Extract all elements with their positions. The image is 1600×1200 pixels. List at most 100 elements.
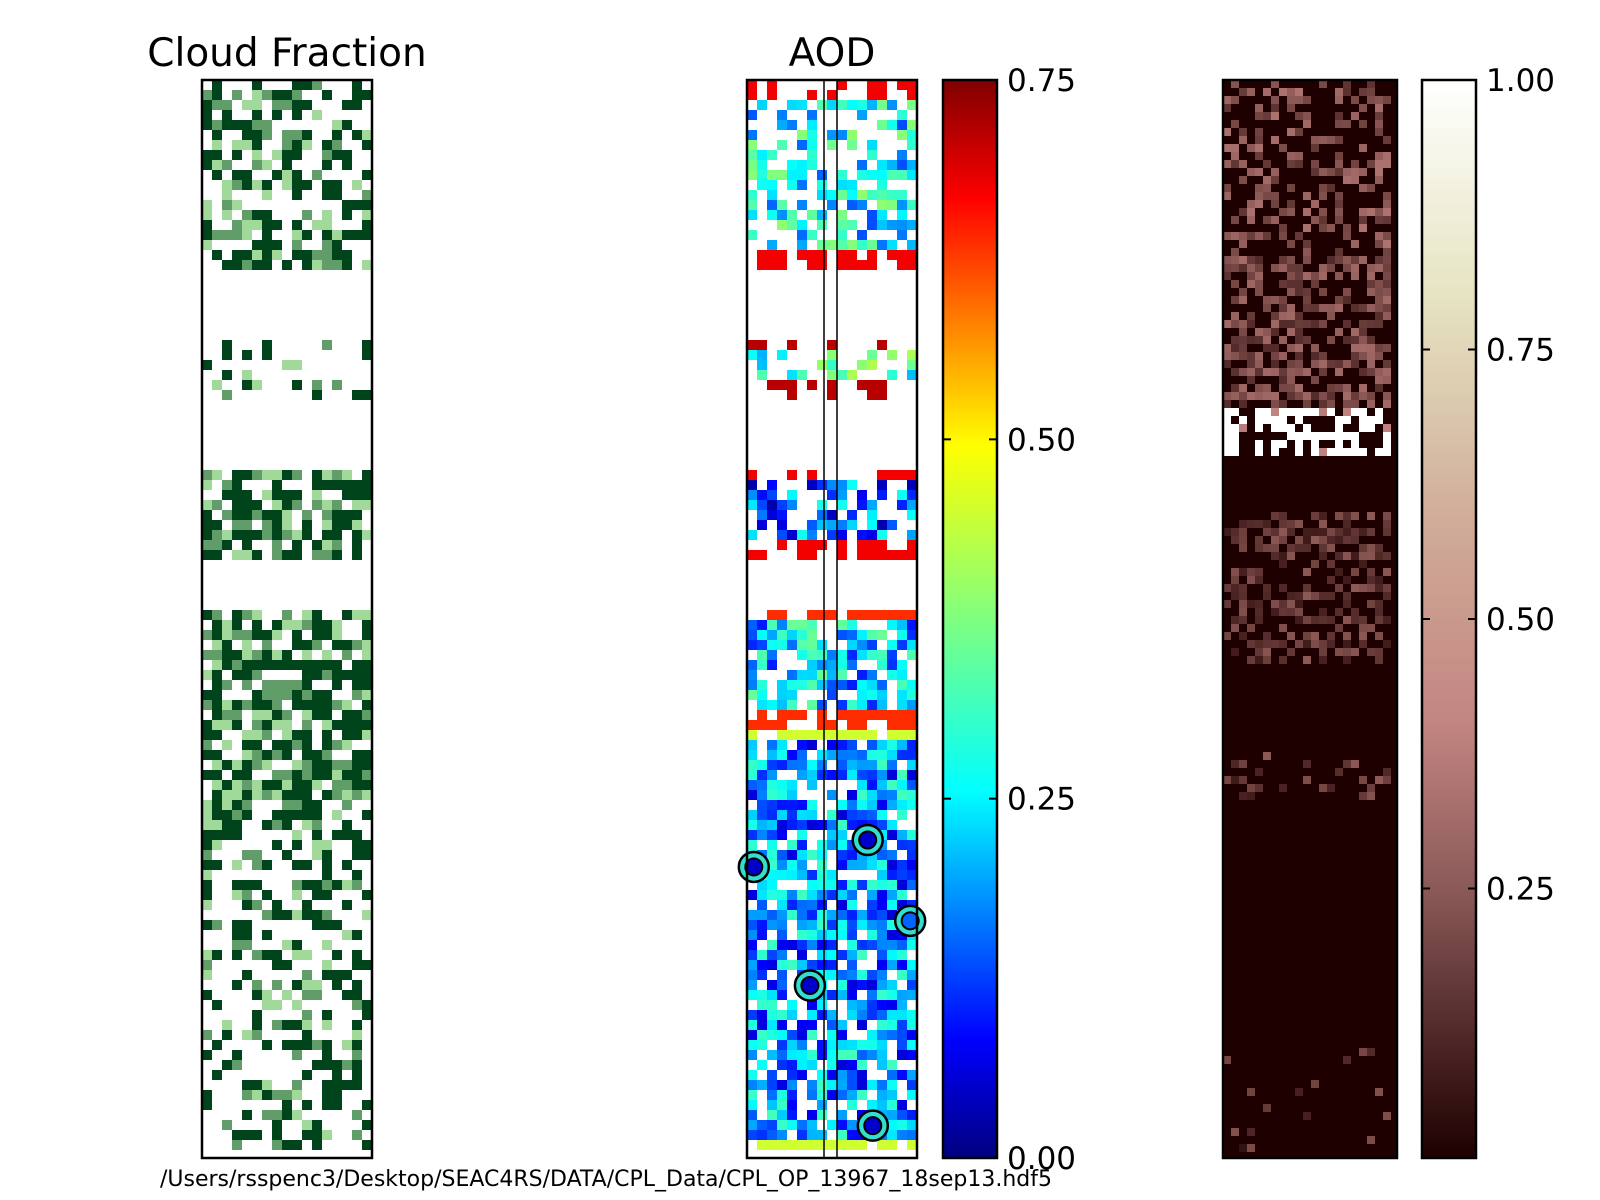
cloud-cell xyxy=(362,1000,372,1010)
cloud-cell xyxy=(252,620,262,630)
aod-cell xyxy=(877,680,887,690)
cloud-cell xyxy=(232,630,242,640)
cloud-cell xyxy=(362,700,372,710)
cloud-cell xyxy=(292,90,302,100)
brightness-cell xyxy=(1343,648,1351,656)
cloud-cell xyxy=(272,490,282,500)
brightness-cell xyxy=(1319,400,1327,408)
brightness-cell xyxy=(1271,512,1279,520)
cloud-cell xyxy=(252,790,262,800)
aod-cell xyxy=(837,180,847,190)
aod-cell xyxy=(907,200,917,210)
aod-cell xyxy=(857,1070,867,1080)
brightness-cell xyxy=(1359,528,1367,536)
aod-cell xyxy=(867,210,877,220)
cloud-cell xyxy=(362,230,372,240)
aod-cell xyxy=(787,390,797,400)
brightness-cell xyxy=(1239,424,1247,432)
cloud-cell xyxy=(222,720,232,730)
brightness-cell xyxy=(1223,232,1231,240)
aod-cell xyxy=(837,630,847,640)
cloud-cell xyxy=(202,530,212,540)
cloud-cell xyxy=(272,90,282,100)
cloud-cell xyxy=(232,780,242,790)
aod-cell xyxy=(787,1040,797,1050)
brightness-cell xyxy=(1287,424,1295,432)
cloud-cell xyxy=(282,360,292,370)
aod-cell xyxy=(837,240,847,250)
aod-cell xyxy=(907,770,917,780)
aod-cell xyxy=(767,1050,777,1060)
brightness-cell xyxy=(1343,360,1351,368)
aod-cell xyxy=(787,1110,797,1120)
cloud-cell xyxy=(292,1080,302,1090)
cloud-cell xyxy=(212,90,222,100)
aod-cell xyxy=(847,180,857,190)
cloud-cell xyxy=(312,710,322,720)
cloud-cell xyxy=(322,660,332,670)
brightness-cell xyxy=(1271,168,1279,176)
cloud-cell xyxy=(252,470,262,480)
cloud-cell xyxy=(252,630,262,640)
aod-cell xyxy=(857,100,867,110)
cloud-cell xyxy=(232,180,242,190)
brightness-cell xyxy=(1263,88,1271,96)
cloud-cell xyxy=(262,180,272,190)
cloud-cell xyxy=(202,160,212,170)
cloud-cell xyxy=(362,840,372,850)
aod-cell xyxy=(897,220,907,230)
brightness-cell xyxy=(1279,656,1287,664)
brightness-cell xyxy=(1359,184,1367,192)
cloud-cell xyxy=(262,1110,272,1120)
brightness-cell xyxy=(1231,216,1239,224)
cloud-cell xyxy=(242,1110,252,1120)
aod-cell xyxy=(857,610,867,620)
aod-cell xyxy=(747,990,757,1000)
brightness-cell xyxy=(1255,232,1263,240)
brightness-cell xyxy=(1263,184,1271,192)
cloud-cell xyxy=(362,770,372,780)
brightness-cell xyxy=(1295,160,1303,168)
cloud-cell xyxy=(302,80,312,90)
brightness-cell xyxy=(1375,632,1383,640)
brightness-cell xyxy=(1343,176,1351,184)
cloud-cell xyxy=(322,1020,332,1030)
aod-cell xyxy=(837,800,847,810)
cloud-cell xyxy=(282,650,292,660)
cloud-cell xyxy=(232,260,242,270)
cloud-cell xyxy=(242,510,252,520)
brightness-cell xyxy=(1231,80,1239,88)
aod-cell xyxy=(807,930,817,940)
cloud-cell xyxy=(292,500,302,510)
aod-cell xyxy=(827,350,837,360)
brightness-cell xyxy=(1383,552,1391,560)
aod-cell xyxy=(887,1110,897,1120)
aod-cell xyxy=(797,950,807,960)
aod-cell xyxy=(877,860,887,870)
brightness-cell xyxy=(1231,96,1239,104)
aod-cell xyxy=(907,490,917,500)
aod-cell xyxy=(817,910,827,920)
brightness-cell xyxy=(1359,344,1367,352)
aod-cell xyxy=(847,820,857,830)
aod-cell xyxy=(797,1140,807,1150)
aod-cell xyxy=(757,810,767,820)
aod-cell xyxy=(817,1070,827,1080)
aod-cell xyxy=(907,970,917,980)
cloud-cell xyxy=(332,470,342,480)
colorbar-tick-label: 0.25 xyxy=(1486,872,1555,908)
aod-cell xyxy=(817,700,827,710)
brightness-cell xyxy=(1239,296,1247,304)
cloud-cell xyxy=(242,750,252,760)
aod-cell xyxy=(787,1140,797,1150)
aod-cell xyxy=(807,620,817,630)
brightness-cell xyxy=(1255,656,1263,664)
aod-cell xyxy=(877,1090,887,1100)
brightness-cell xyxy=(1247,280,1255,288)
cloud-cell xyxy=(302,710,312,720)
cloud-cell xyxy=(352,850,362,860)
cloud-cell xyxy=(332,810,342,820)
aod-cell xyxy=(767,770,777,780)
aod-cell xyxy=(857,630,867,640)
aod-cell xyxy=(877,980,887,990)
